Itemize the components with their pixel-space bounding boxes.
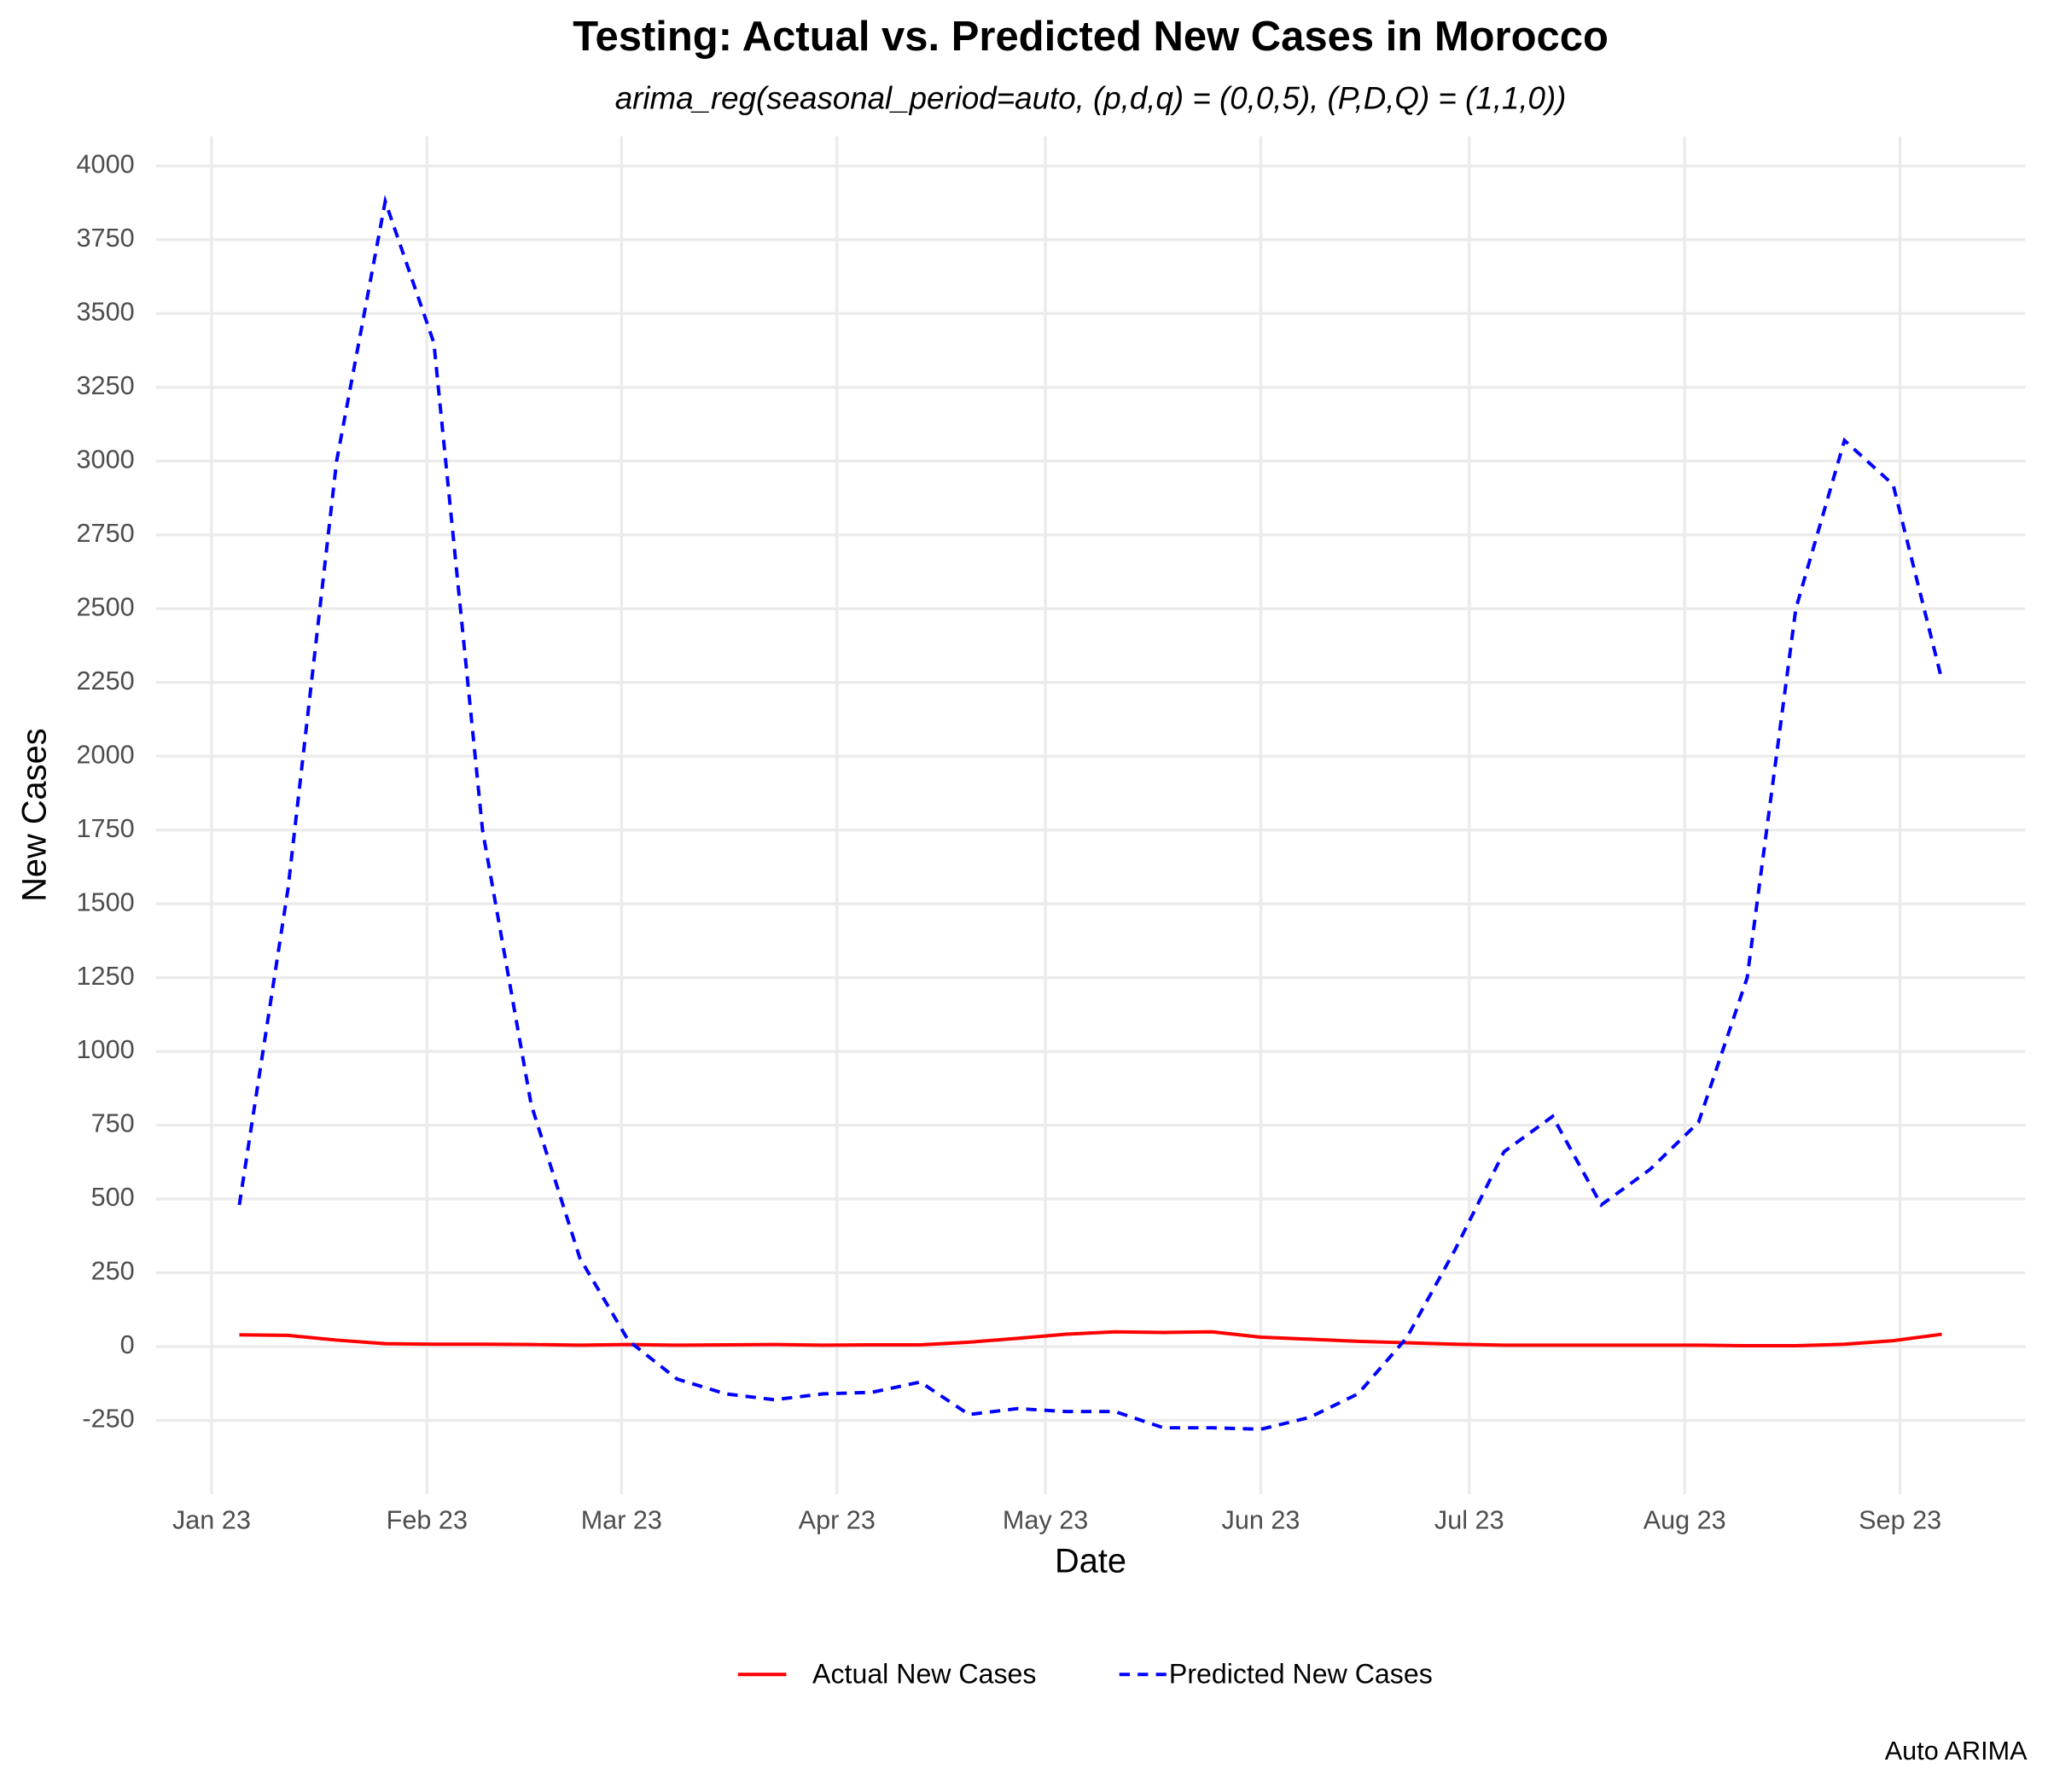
y-tick-label: 3750	[77, 224, 135, 253]
y-tick-label: 1500	[77, 887, 135, 916]
series-line	[239, 1329, 1942, 1348]
y-tick-label: 3500	[77, 297, 135, 326]
y-tick-label: 250	[91, 1257, 135, 1286]
series-line	[237, 195, 1944, 1431]
chart-subtitle: arima_reg(seasonal_period=auto, (p,d,q) …	[615, 81, 1567, 116]
y-tick-label: 3250	[77, 371, 135, 400]
y-tick-label: 0	[120, 1330, 135, 1359]
y-tick-label: -250	[82, 1405, 134, 1434]
caption: Auto ARIMA	[1885, 1737, 2028, 1766]
x-tick-label: Jun 23	[1222, 1505, 1300, 1534]
x-axis-title: Date	[1055, 1543, 1126, 1580]
x-tick-label: Feb 23	[387, 1505, 468, 1534]
x-tick-label: May 23	[1003, 1505, 1088, 1534]
x-tick-label: Mar 23	[581, 1505, 662, 1534]
grid	[155, 136, 2026, 1495]
x-tick-label: Apr 23	[799, 1505, 876, 1534]
y-tick-label: 1000	[77, 1035, 135, 1064]
y-tick-label: 3000	[77, 445, 135, 474]
y-tick-label: 2750	[77, 519, 135, 548]
x-tick-label: Jul 23	[1434, 1505, 1504, 1534]
x-tick-label: Jan 23	[172, 1505, 251, 1534]
y-tick-label: 1250	[77, 962, 135, 991]
y-tick-label: 2500	[77, 592, 135, 621]
legend-label: Actual New Cases	[812, 1658, 1036, 1689]
y-tick-label: 2250	[77, 666, 135, 695]
x-tick-label: Aug 23	[1644, 1505, 1726, 1534]
y-tick-label: 4000	[77, 149, 135, 178]
y-tick-label: 2000	[77, 740, 135, 769]
y-axis-title: New Cases	[15, 728, 53, 901]
legend-label: Predicted New Cases	[1169, 1658, 1433, 1689]
y-tick-label: 750	[91, 1109, 135, 1138]
chart-title: Testing: Actual vs. Predicted New Cases …	[573, 14, 1609, 60]
lines	[237, 195, 1944, 1431]
x-tick-label: Sep 23	[1859, 1505, 1941, 1534]
legend: Actual New Cases Predicted New Cases	[737, 1658, 1433, 1689]
y-tick-label: 500	[91, 1183, 135, 1212]
y-tick-label: 1750	[77, 814, 135, 843]
